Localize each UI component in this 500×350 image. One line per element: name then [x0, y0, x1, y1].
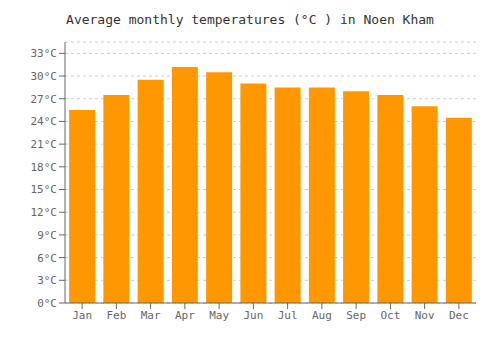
- svg-text:Aug: Aug: [312, 309, 332, 322]
- svg-text:9°C: 9°C: [37, 229, 57, 242]
- svg-text:15°C: 15°C: [31, 183, 58, 196]
- svg-text:18°C: 18°C: [31, 161, 58, 174]
- html-text:Average monthly temperatures (: Average monthly temperatures (°C ) in No…: [66, 12, 434, 27]
- svg-text:Dec: Dec: [449, 309, 469, 322]
- svg-text:Oct: Oct: [380, 309, 400, 322]
- svg-text:0°C: 0°C: [37, 297, 57, 310]
- svg-text:12°C: 12°C: [31, 206, 58, 219]
- svg-text:Mar: Mar: [141, 309, 161, 322]
- svg-text:6°C: 6°C: [37, 252, 57, 265]
- svg-text:Apr: Apr: [175, 309, 195, 322]
- svg-text:Jan: Jan: [72, 309, 92, 322]
- svg-text:Jul: Jul: [278, 309, 298, 322]
- svg-text:33°C: 33°C: [31, 47, 58, 60]
- svg-text:21°C: 21°C: [31, 138, 58, 151]
- svg-text:30°C: 30°C: [31, 70, 58, 83]
- svg-text:27°C: 27°C: [31, 93, 58, 106]
- svg-text:Feb: Feb: [106, 309, 126, 322]
- svg-text:May: May: [209, 309, 229, 322]
- svg-text:Sep: Sep: [346, 309, 366, 322]
- svg-text:3°C: 3°C: [37, 274, 57, 287]
- svg-text:Nov: Nov: [415, 309, 435, 322]
- svg-text:24°C: 24°C: [31, 115, 58, 128]
- svg-text:Jun: Jun: [243, 309, 263, 322]
